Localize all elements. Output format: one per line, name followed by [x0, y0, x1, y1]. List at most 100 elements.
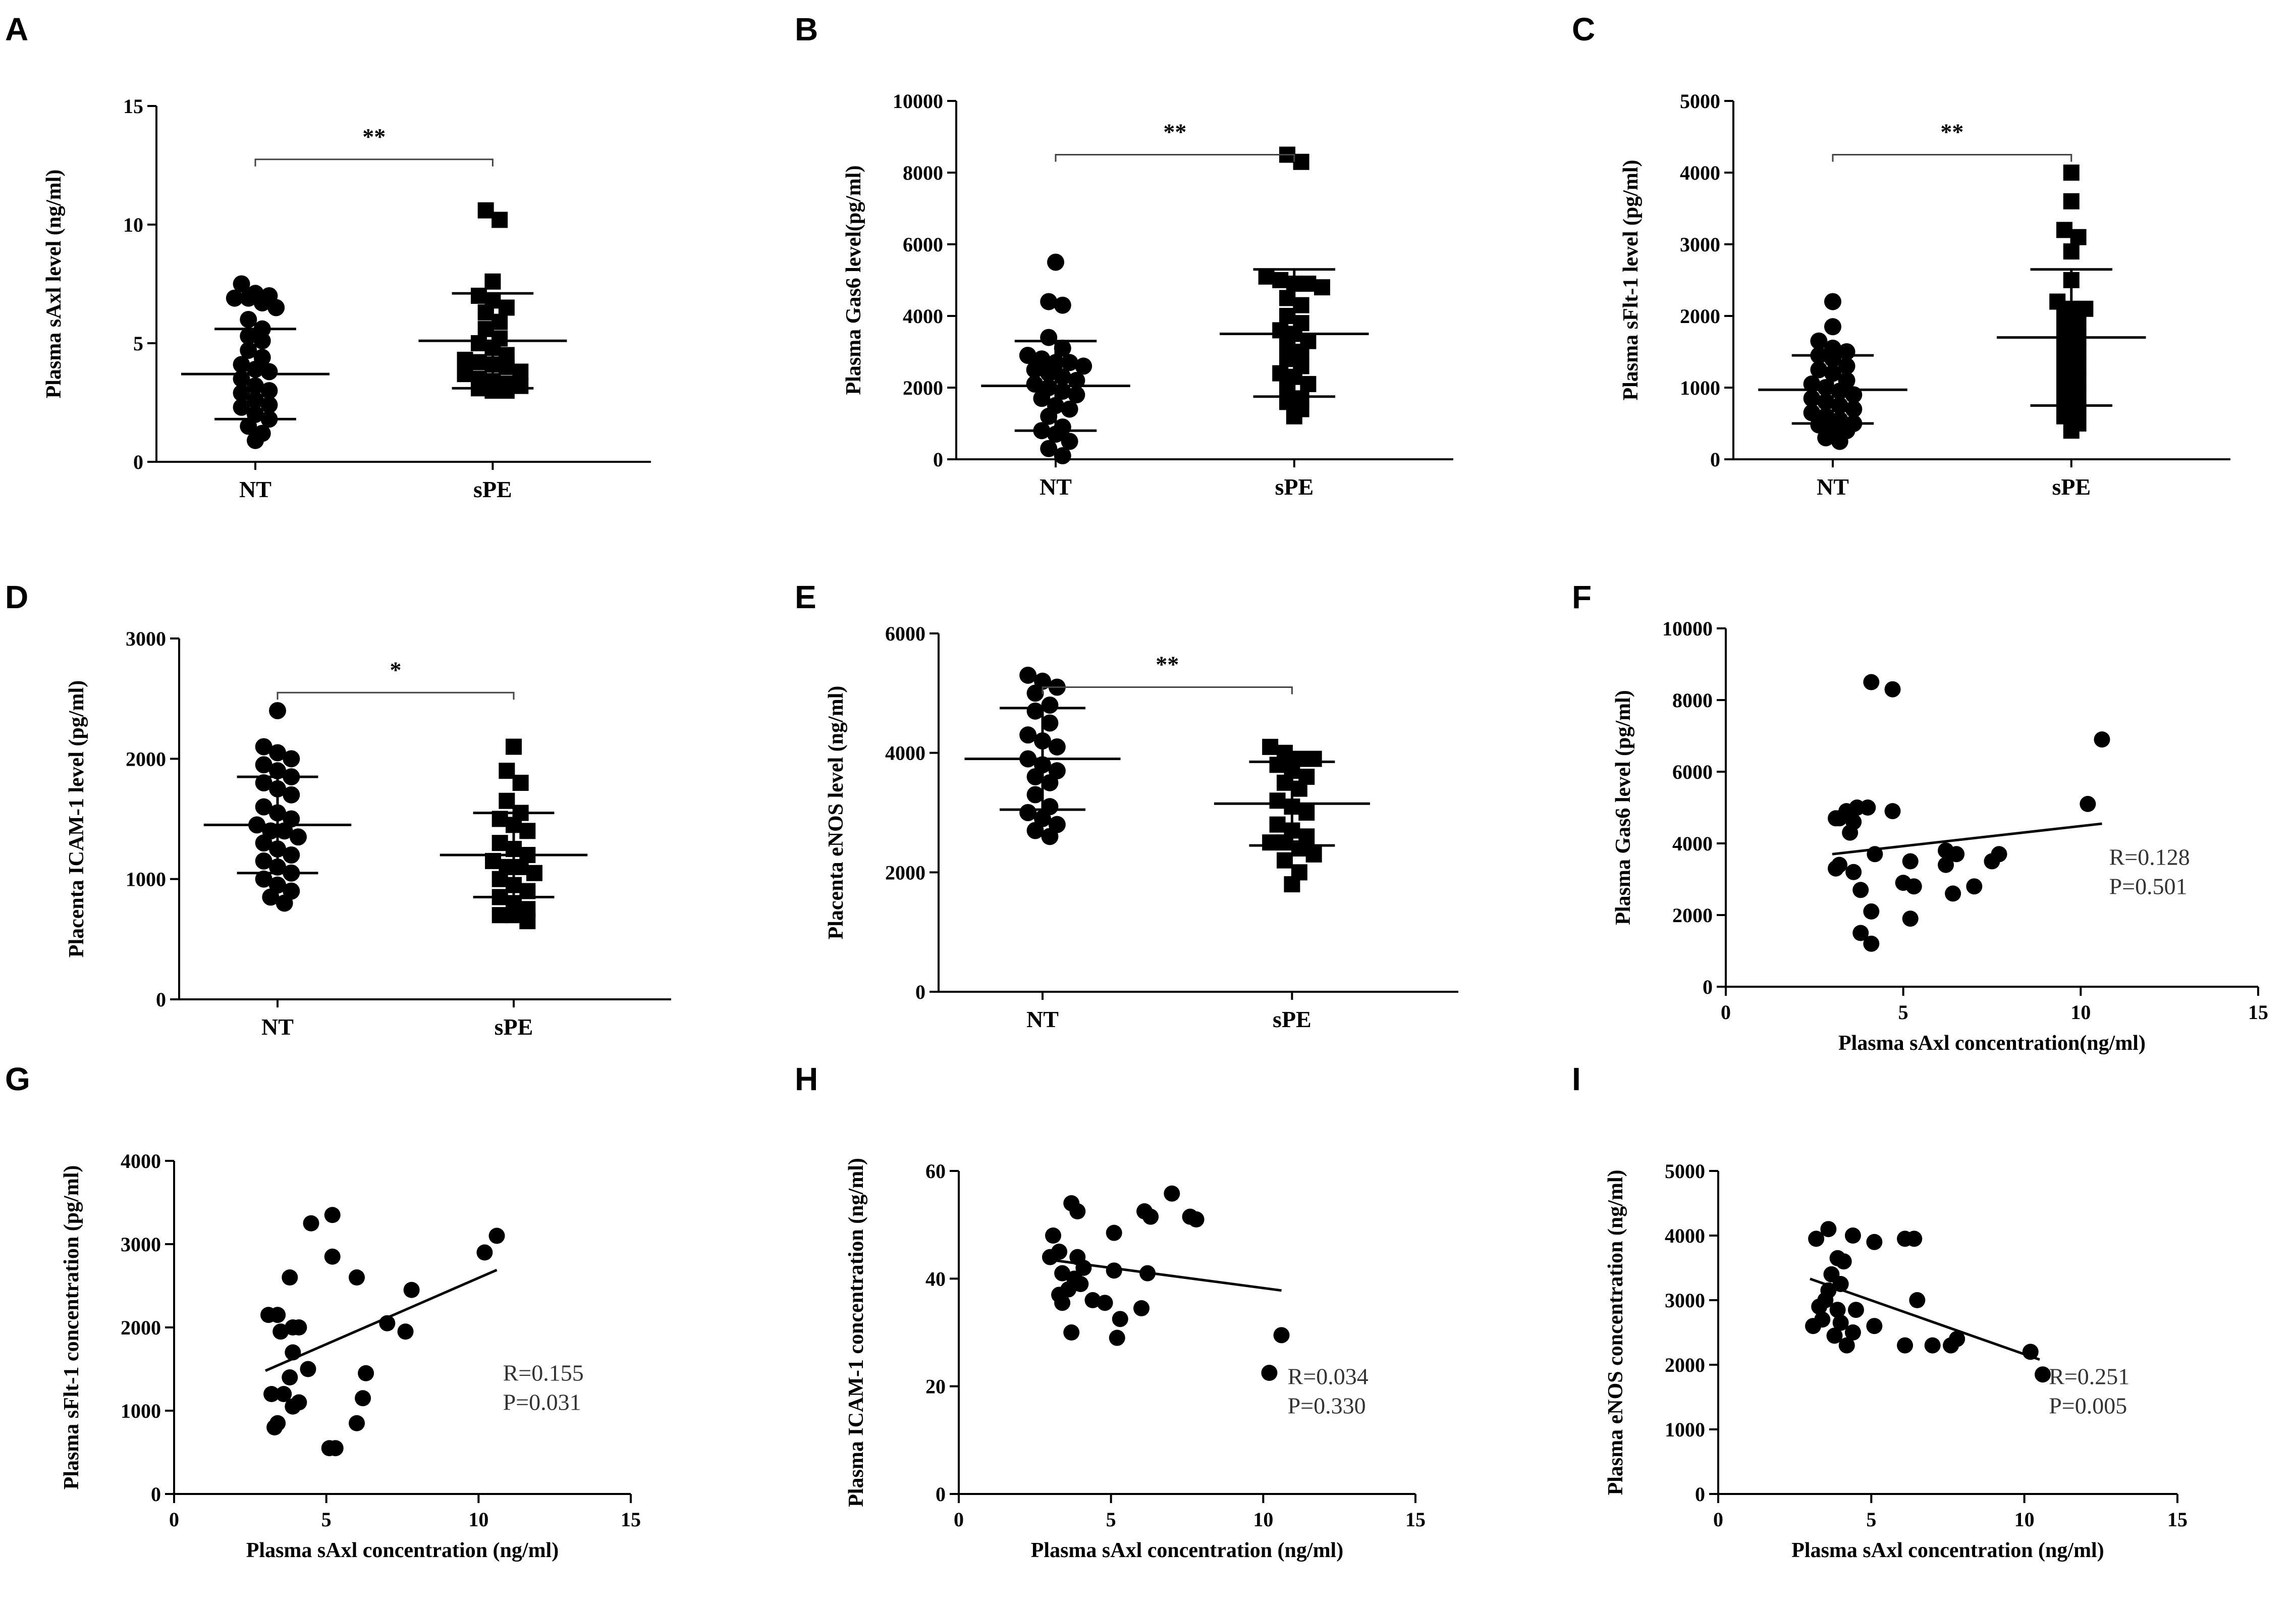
data-point-spe [1298, 805, 1315, 821]
data-point [269, 1415, 286, 1431]
data-point [324, 1248, 341, 1265]
data-point-spe [1258, 268, 1275, 285]
data-point-spe [470, 354, 487, 370]
data-point-nt [1041, 828, 1059, 845]
regression-line [1810, 1277, 2040, 1361]
category-label: sPE [1273, 1006, 1311, 1032]
y-tick-label: 1000 [126, 868, 166, 891]
data-point-nt [255, 798, 272, 816]
stat-p-value: P=0.330 [1288, 1393, 1366, 1418]
panel-h: H 0 20 40 60 Plasma ICAM-1 concentration (ng/… [795, 1061, 1426, 1562]
data-point-nt [1061, 354, 1078, 371]
panel-label: E [795, 579, 816, 615]
data-point-spe [2056, 408, 2073, 424]
data-point [1852, 925, 1869, 941]
data-point-nt [1040, 407, 1058, 425]
panel-b: B 0 2000 4000 6000 8000 10000 Plasma Gas6 level… [795, 11, 1453, 500]
data-point-spe [499, 792, 515, 809]
data-point-spe [519, 913, 536, 930]
data-point-nt [283, 846, 300, 864]
data-point-nt [240, 311, 257, 328]
panel-g: G 0 1000 2000 3000 4000 Plasma sFlt-1 concentr… [5, 1061, 641, 1562]
y-tick-label: 40 [925, 1267, 946, 1290]
x-axis-label: Plasma sAxl concentration (ng/ml) [246, 1539, 559, 1562]
data-point-nt [1026, 375, 1044, 393]
data-point-nt [276, 822, 293, 840]
data-point-nt [262, 888, 280, 906]
data-point-nt [1803, 390, 1821, 407]
data-point-nt [1026, 768, 1044, 785]
stat-p-value: P=0.501 [2109, 874, 2188, 899]
data-point [1863, 674, 1880, 690]
data-point-nt [255, 774, 272, 791]
significance-label: ** [362, 124, 386, 149]
data-point [1820, 1221, 1837, 1238]
data-point-spe [1269, 816, 1286, 833]
data-point-spe [491, 907, 508, 924]
category-label: sPE [473, 476, 512, 502]
panel-label: A [5, 11, 28, 47]
data-point-nt [1048, 738, 1066, 756]
data-point-nt [1075, 357, 1092, 375]
data-point-nt [260, 396, 278, 414]
x-tick-label: 10 [468, 1508, 488, 1531]
x-tick-label: 0 [1713, 1508, 1723, 1531]
data-point-nt [1019, 666, 1037, 684]
data-point-nt [289, 828, 307, 846]
y-tick-label: 2000 [1680, 305, 1720, 328]
data-point [1884, 803, 1901, 820]
y-tick-label: 4000 [903, 305, 943, 328]
data-point-nt [1810, 416, 1828, 434]
data-point-spe [2056, 380, 2073, 396]
data-point-nt [1061, 400, 1078, 418]
data-point-nt [267, 299, 285, 316]
y-axis-label: Placenta eNOS level (ng/ml) [825, 686, 848, 940]
data-point-nt [240, 342, 257, 359]
data-point-nt [1831, 397, 1848, 414]
y-tick-label: 5000 [1680, 90, 1720, 113]
y-tick-label: 10000 [1662, 617, 1713, 640]
data-point [303, 1215, 319, 1232]
data-point [1838, 1337, 1855, 1354]
data-point-spe [519, 823, 536, 839]
data-point [2080, 795, 2096, 812]
data-point [1866, 1318, 1883, 1334]
data-point-spe [2070, 315, 2087, 332]
data-point [1945, 885, 1961, 902]
data-point [1897, 1337, 1914, 1354]
data-point [1948, 846, 1965, 863]
data-point-spe [1279, 380, 1296, 396]
data-point [1106, 1262, 1122, 1279]
data-point [1828, 860, 1844, 877]
data-point [1848, 1302, 1864, 1318]
y-axis-label: Plasma sFlt-1 level (pg/ml) [1619, 159, 1643, 400]
data-point-spe [498, 383, 515, 399]
x-tick-label: 10 [1253, 1508, 1273, 1531]
data-point-spe [1293, 153, 1309, 170]
data-point-spe [1279, 351, 1296, 367]
data-point-nt [253, 294, 271, 312]
data-point-spe [1314, 279, 1330, 296]
data-point-nt [1041, 774, 1059, 791]
data-point-spe [512, 378, 529, 394]
panel-label: D [5, 579, 28, 615]
data-point [272, 1323, 289, 1340]
data-point-spe [491, 211, 508, 228]
panel-f: F 0 2000 4000 6000 8000 10000 Plasma Gas6 level… [1572, 579, 2268, 1055]
data-point-nt [240, 327, 257, 345]
y-axis-label: Plasma eNOS concentration (ng/ml) [1604, 1169, 1627, 1495]
y-tick-label: 0 [915, 981, 925, 1003]
y-tick-label: 0 [151, 1483, 161, 1506]
data-point-nt [1061, 433, 1078, 450]
x-axis-label: Plasma sAxl concentration (ng/ml) [1031, 1539, 1343, 1562]
data-point [1938, 857, 1954, 873]
data-point [1188, 1211, 1205, 1227]
y-tick-label: 2000 [903, 377, 943, 399]
x-tick-label: 10 [2070, 1001, 2091, 1024]
data-point-nt [1019, 347, 1036, 364]
y-tick-label: 2000 [1665, 1354, 1705, 1376]
x-tick-label: 15 [621, 1508, 641, 1531]
y-tick-label: 0 [933, 448, 943, 471]
panel-label: H [795, 1061, 818, 1097]
data-point-spe [1291, 840, 1307, 857]
